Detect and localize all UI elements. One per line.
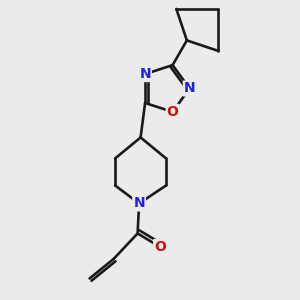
Text: N: N bbox=[139, 67, 151, 81]
Text: O: O bbox=[167, 105, 178, 119]
Text: N: N bbox=[184, 82, 195, 95]
Text: O: O bbox=[154, 240, 166, 254]
Text: N: N bbox=[133, 196, 145, 211]
